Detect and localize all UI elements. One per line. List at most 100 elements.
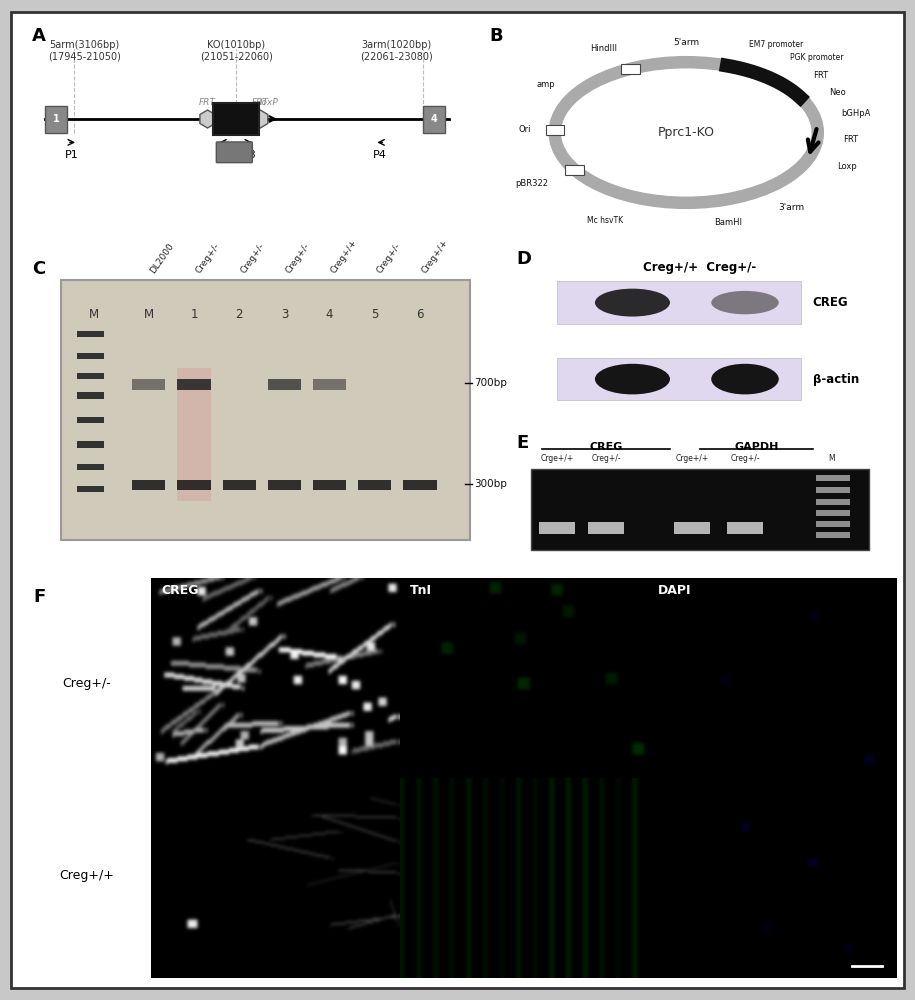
Bar — [727, 522, 763, 534]
Text: 700bp: 700bp — [474, 378, 507, 388]
Bar — [132, 379, 166, 390]
Text: M: M — [828, 454, 834, 463]
Text: 5: 5 — [371, 308, 379, 321]
Text: 4: 4 — [326, 308, 333, 321]
Text: 2: 2 — [235, 308, 242, 321]
Ellipse shape — [711, 291, 779, 314]
Text: Creg+/+: Creg+/+ — [420, 237, 450, 275]
Text: 5arm(3106bp)
(17945-21050): 5arm(3106bp) (17945-21050) — [48, 40, 121, 62]
Text: M: M — [144, 308, 154, 321]
Text: PGK promoter: PGK promoter — [790, 53, 844, 62]
Text: Creg+/+: Creg+/+ — [59, 869, 114, 882]
Bar — [816, 532, 850, 538]
Ellipse shape — [711, 364, 779, 394]
Bar — [45, 105, 67, 132]
Text: P4: P4 — [372, 150, 387, 160]
Bar — [78, 392, 103, 399]
Text: Creg+/-: Creg+/- — [591, 454, 621, 463]
Text: β-actin: β-actin — [813, 373, 859, 386]
Text: Crge+/+: Crge+/+ — [541, 454, 574, 463]
Text: P3: P3 — [242, 150, 256, 160]
Bar — [816, 499, 850, 505]
Text: P2: P2 — [215, 150, 229, 160]
Text: Ori: Ori — [519, 125, 531, 134]
Text: CREG: CREG — [161, 584, 199, 597]
Bar — [565, 165, 584, 175]
Text: B: B — [489, 27, 502, 45]
Text: Creg+/-: Creg+/- — [285, 241, 312, 275]
Text: loxP: loxP — [260, 98, 278, 107]
Bar — [268, 480, 301, 490]
Text: P1: P1 — [64, 150, 79, 160]
Bar — [588, 522, 624, 534]
Text: amp: amp — [536, 80, 554, 89]
Text: Creg+/-: Creg+/- — [239, 241, 266, 275]
Text: EM7 promoter: EM7 promoter — [749, 40, 803, 49]
Bar — [313, 480, 346, 490]
Bar — [178, 379, 210, 390]
Text: 5'arm: 5'arm — [673, 38, 699, 47]
Bar — [621, 64, 640, 74]
Text: Pprc1-KO: Pprc1-KO — [658, 126, 715, 139]
Text: BamHI: BamHI — [715, 218, 743, 227]
Text: E: E — [516, 434, 528, 452]
Text: KO(1010bp)
(21051-22060): KO(1010bp) (21051-22060) — [199, 40, 273, 62]
Text: pBR322: pBR322 — [515, 179, 548, 188]
Bar — [78, 331, 103, 337]
Bar — [674, 522, 710, 534]
Text: HindIII: HindIII — [590, 44, 618, 53]
Bar — [313, 379, 346, 390]
Text: FRT: FRT — [813, 71, 828, 80]
Text: Loxp: Loxp — [837, 162, 856, 171]
Bar — [816, 510, 850, 516]
Text: 6: 6 — [416, 308, 424, 321]
Text: CREG: CREG — [813, 296, 848, 309]
Text: Creg+/+  Creg+/-: Creg+/+ Creg+/- — [643, 261, 757, 274]
Text: Mc hsvTK: Mc hsvTK — [587, 216, 623, 225]
Bar — [540, 522, 576, 534]
Bar — [60, 280, 470, 540]
Text: 2-3: 2-3 — [226, 147, 242, 157]
Text: GAPDH: GAPDH — [734, 442, 779, 452]
Bar — [222, 480, 256, 490]
Bar — [545, 125, 564, 135]
Text: 300bp: 300bp — [474, 479, 507, 489]
Bar — [78, 417, 103, 423]
Bar — [178, 368, 210, 501]
Bar — [557, 281, 802, 324]
Text: Creg+/-: Creg+/- — [194, 241, 221, 275]
Text: 1: 1 — [190, 308, 198, 321]
Text: Creg+/-: Creg+/- — [730, 454, 759, 463]
Bar — [78, 353, 103, 359]
Text: Creg+/+: Creg+/+ — [329, 237, 360, 275]
Bar — [78, 464, 103, 470]
Text: D: D — [516, 250, 531, 268]
Bar — [404, 480, 436, 490]
Text: Creg+/-: Creg+/- — [375, 241, 403, 275]
Bar — [531, 469, 868, 550]
Bar — [557, 358, 802, 400]
Text: Creg+/-: Creg+/- — [62, 678, 112, 690]
Text: FRT: FRT — [199, 98, 216, 107]
Bar — [78, 373, 103, 379]
Bar — [178, 480, 210, 490]
Bar — [78, 486, 103, 492]
Text: bGHpA: bGHpA — [842, 109, 871, 118]
Text: Neo: Neo — [829, 88, 846, 97]
Text: Neo: Neo — [224, 114, 248, 124]
Bar — [178, 368, 210, 501]
FancyBboxPatch shape — [216, 142, 253, 163]
Text: A: A — [32, 27, 46, 45]
Bar — [78, 441, 103, 448]
Text: 4: 4 — [430, 114, 437, 124]
Bar — [268, 379, 301, 390]
Ellipse shape — [595, 289, 670, 317]
Text: C: C — [32, 260, 46, 278]
Text: Crge+/+: Crge+/+ — [676, 454, 709, 463]
Text: DL2000: DL2000 — [149, 241, 176, 275]
Text: TnI: TnI — [410, 584, 432, 597]
Text: FRT: FRT — [252, 98, 269, 107]
Text: 1: 1 — [53, 114, 59, 124]
Text: CREG: CREG — [589, 442, 623, 452]
Text: 3'arm: 3'arm — [779, 203, 804, 212]
